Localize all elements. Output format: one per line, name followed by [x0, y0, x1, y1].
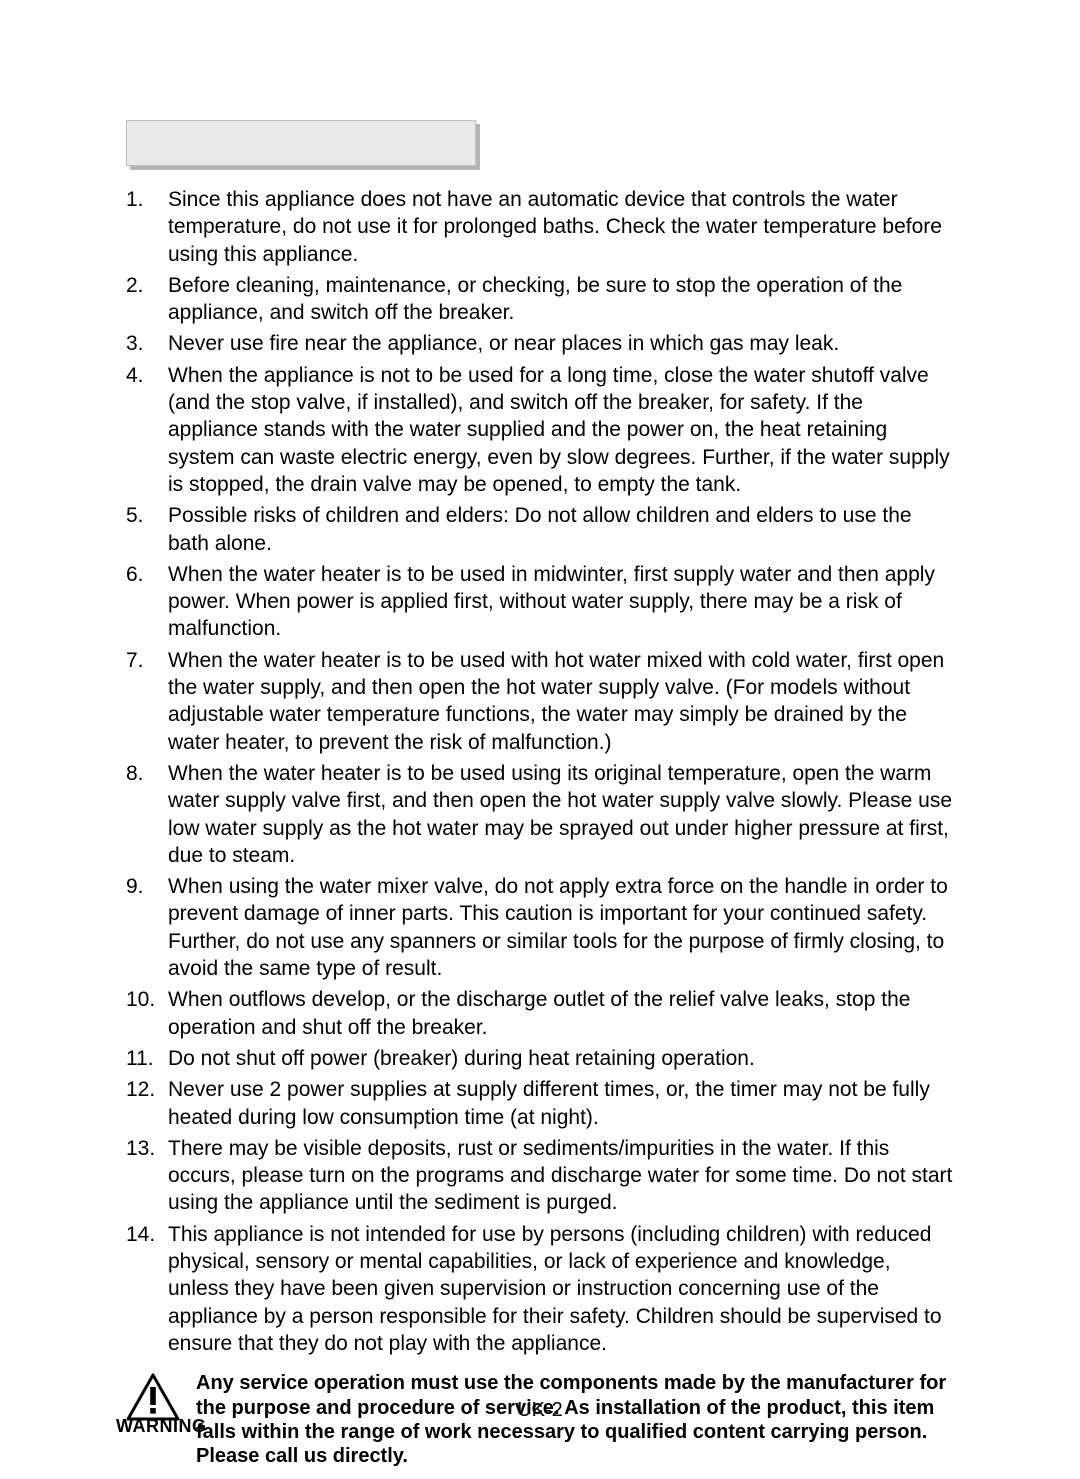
list-item: 11.Do not shut off power (breaker) durin… — [126, 1045, 954, 1072]
list-item-text: Since this appliance does not have an au… — [168, 186, 954, 268]
list-item-number: 11. — [126, 1045, 168, 1072]
list-item: 4.When the appliance is not to be used f… — [126, 362, 954, 498]
list-item: 7.When the water heater is to be used wi… — [126, 647, 954, 756]
list-item-number: 12. — [126, 1076, 168, 1103]
list-item: 12.Never use 2 power supplies at supply … — [126, 1076, 954, 1131]
list-item-number: 2. — [126, 272, 168, 299]
list-item-number: 3. — [126, 330, 168, 357]
list-item: 10.When outflows develop, or the dischar… — [126, 986, 954, 1041]
page-number: UK-2 — [0, 1397, 1080, 1423]
list-item: 3.Never use fire near the appliance, or … — [126, 330, 954, 357]
section-heading — [126, 120, 476, 166]
list-item-text: When the water heater is to be used with… — [168, 647, 954, 756]
list-item-number: 10. — [126, 986, 168, 1013]
list-item-text: There may be visible deposits, rust or s… — [168, 1135, 954, 1217]
list-item-text: When outflows develop, or the discharge … — [168, 986, 954, 1041]
list-item: 8.When the water heater is to be used us… — [126, 760, 954, 869]
list-item-number: 7. — [126, 647, 168, 674]
list-item-text: When the water heater is to be used usin… — [168, 760, 954, 869]
list-item-number: 1. — [126, 186, 168, 213]
list-item: 6.When the water heater is to be used in… — [126, 561, 954, 643]
list-item-text: When the appliance is not to be used for… — [168, 362, 954, 498]
list-item: 9.When using the water mixer valve, do n… — [126, 873, 954, 982]
document-page: 1.Since this appliance does not have an … — [0, 0, 1080, 1479]
list-item-text: When the water heater is to be used in m… — [168, 561, 954, 643]
list-item-number: 9. — [126, 873, 168, 900]
list-item-text: Possible risks of children and elders: D… — [168, 502, 954, 557]
caution-list: 1.Since this appliance does not have an … — [126, 186, 954, 1357]
section-heading-box — [126, 120, 476, 166]
list-item: 5.Possible risks of children and elders:… — [126, 502, 954, 557]
list-item: 1.Since this appliance does not have an … — [126, 186, 954, 268]
list-item-number: 8. — [126, 760, 168, 787]
list-item-text: When using the water mixer valve, do not… — [168, 873, 954, 982]
list-item-number: 13. — [126, 1135, 168, 1162]
list-item-number: 4. — [126, 362, 168, 389]
list-item-number: 5. — [126, 502, 168, 529]
list-item-number: 14. — [126, 1221, 168, 1248]
list-item-text: Do not shut off power (breaker) during h… — [168, 1045, 954, 1072]
list-item-text: This appliance is not intended for use b… — [168, 1221, 954, 1357]
list-item-number: 6. — [126, 561, 168, 588]
list-item-text: Before cleaning, maintenance, or checkin… — [168, 272, 954, 327]
list-item: 14.This appliance is not intended for us… — [126, 1221, 954, 1357]
list-item-text: Never use fire near the appliance, or ne… — [168, 330, 954, 357]
list-item-text: Never use 2 power supplies at supply dif… — [168, 1076, 954, 1131]
list-item: 13.There may be visible deposits, rust o… — [126, 1135, 954, 1217]
list-item: 2.Before cleaning, maintenance, or check… — [126, 272, 954, 327]
